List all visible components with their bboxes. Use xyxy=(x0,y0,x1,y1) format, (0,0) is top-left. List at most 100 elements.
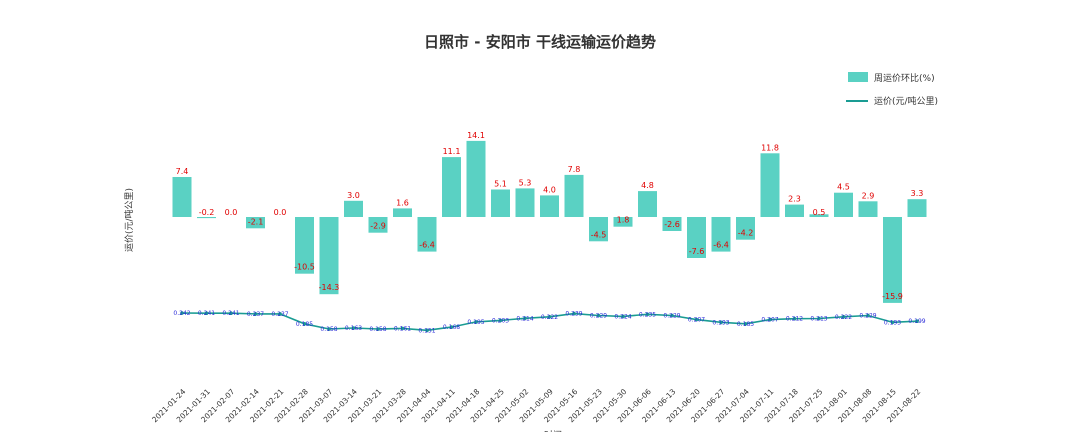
bar-2021-06-13 xyxy=(662,217,682,231)
bar-value-label: -2.6 xyxy=(664,220,680,229)
price-value-label: 0.229 xyxy=(859,313,876,320)
bar-2021-06-06 xyxy=(638,191,657,217)
price-value-label: 0.161 xyxy=(394,325,411,332)
bar-value-label: 4.5 xyxy=(837,183,850,192)
bar-2021-05-02 xyxy=(515,188,535,217)
price-point xyxy=(180,311,184,315)
price-point xyxy=(621,314,625,319)
price-point xyxy=(376,327,380,331)
price-point xyxy=(841,315,846,319)
price-point xyxy=(792,316,797,321)
bar-labels: 7.4 -0.2 0.0 -2.1 0.0 -10.5 -14.3 3.0 -2.9 1.6 -6.… xyxy=(176,131,924,301)
price-point xyxy=(253,312,258,316)
bar-value-label: 1.6 xyxy=(396,198,409,207)
bar-2021-04-18 xyxy=(466,140,486,217)
bar-2021-07-11 xyxy=(760,153,780,217)
bar-value-label: -4.2 xyxy=(738,229,754,238)
bar-2021-03-21 xyxy=(368,217,388,233)
price-point xyxy=(278,312,282,316)
x-axis-label: 时间 xyxy=(544,429,562,432)
price-value-label: 0.163 xyxy=(345,325,362,332)
bar-value-label: -6.4 xyxy=(713,241,729,250)
legend: 周运价环比(%) 运价(元/吨公里) xyxy=(846,72,938,107)
price-point xyxy=(768,317,772,322)
price-point xyxy=(866,313,870,318)
legend-line-label: 运价(元/吨公里) xyxy=(874,95,938,107)
bar-value-label: 0.0 xyxy=(225,208,238,217)
bar-2021-03-28 xyxy=(393,208,412,217)
price-line-series: 0.242 0.241 0.241 0.237 0.237 0.185 0.158 0.163… xyxy=(173,310,925,334)
price-point xyxy=(645,312,650,317)
bar-2021-02-28 xyxy=(295,217,314,274)
bar-2021-04-25 xyxy=(491,189,510,217)
price-point xyxy=(890,320,895,325)
bar-2021-01-31 xyxy=(197,217,216,219)
price-point xyxy=(449,325,454,329)
price-point xyxy=(670,313,674,318)
bar-2021-08-22 xyxy=(907,199,927,217)
price-value-label: 0.195 xyxy=(467,319,484,326)
price-value-label: 0.241 xyxy=(222,310,239,317)
price-point xyxy=(327,327,331,331)
bar-value-label: 5.3 xyxy=(519,178,532,187)
price-point xyxy=(400,326,405,331)
bar-2021-03-07 xyxy=(319,217,339,295)
price-value-label: 0.242 xyxy=(173,310,190,317)
price-value-label: 0.239 xyxy=(565,311,582,318)
bar-2021-07-04 xyxy=(736,217,755,240)
bar-2021-05-30 xyxy=(613,217,633,227)
bar-2021-08-01 xyxy=(834,192,853,217)
price-point xyxy=(351,326,356,330)
bar-2021-01-24 xyxy=(172,177,192,217)
price-value-label: 0.207 xyxy=(688,317,705,324)
price-value-label: 0.241 xyxy=(198,310,215,317)
price-point xyxy=(547,315,552,319)
price-point xyxy=(572,311,576,316)
bar-value-label: 7.8 xyxy=(568,165,581,174)
price-point xyxy=(229,311,233,316)
bar-value-label: 2.9 xyxy=(862,191,875,200)
price-point xyxy=(474,320,478,324)
bar-2021-02-14 xyxy=(246,217,265,229)
bar-value-label: 3.0 xyxy=(347,191,360,200)
price-value-label: 0.237 xyxy=(271,311,288,318)
price-point xyxy=(523,316,527,321)
legend-bar-label: 周运价环比(%) xyxy=(874,72,935,84)
bar-2021-06-20 xyxy=(687,217,706,258)
bar-2021-04-04 xyxy=(417,217,437,252)
bar-value-label: -7.6 xyxy=(689,247,705,256)
price-point xyxy=(915,319,919,324)
price-value-label: 0.235 xyxy=(639,311,656,318)
bar-2021-05-23 xyxy=(589,217,608,242)
price-value-label: 0.158 xyxy=(320,326,337,333)
price-value-label: 0.229 xyxy=(590,313,607,320)
price-point xyxy=(694,317,699,322)
price-value-label: 0.207 xyxy=(761,317,778,324)
bar-2021-05-09 xyxy=(540,195,559,217)
bar-value-label: 11.8 xyxy=(761,143,779,152)
price-value-label: 0.229 xyxy=(663,313,680,320)
bar-value-label: 4.8 xyxy=(641,181,654,190)
price-value-label: 0.222 xyxy=(835,314,852,321)
bar-value-label: -14.3 xyxy=(319,283,340,292)
price-value-label: 0.193 xyxy=(712,319,729,326)
price-value-label: 0.199 xyxy=(908,318,925,325)
bar-value-label: 3.3 xyxy=(911,189,924,198)
bar-value-label: 5.1 xyxy=(494,180,507,189)
bar-value-label: -15.9 xyxy=(882,292,903,301)
price-point xyxy=(743,322,748,326)
x-tick-labels: 2021-01-242021-01-312021-02-072021-02-14… xyxy=(150,387,922,424)
bar-value-label: -2.1 xyxy=(248,217,264,226)
chart-title: 日照市 - 安阳市 干线运输运价趋势 xyxy=(424,33,656,51)
bar-value-label: 0.0 xyxy=(274,208,287,217)
price-point xyxy=(302,322,307,326)
bar-value-label: 4.0 xyxy=(543,185,556,194)
price-value-label: 0.224 xyxy=(614,313,631,320)
price-value-label: 0.158 xyxy=(369,326,386,333)
price-value-label: 0.151 xyxy=(418,327,435,334)
bar-2021-07-18 xyxy=(785,204,804,217)
price-point xyxy=(817,316,821,321)
bar-2021-06-27 xyxy=(711,217,731,252)
bar-2021-07-25 xyxy=(809,214,829,217)
